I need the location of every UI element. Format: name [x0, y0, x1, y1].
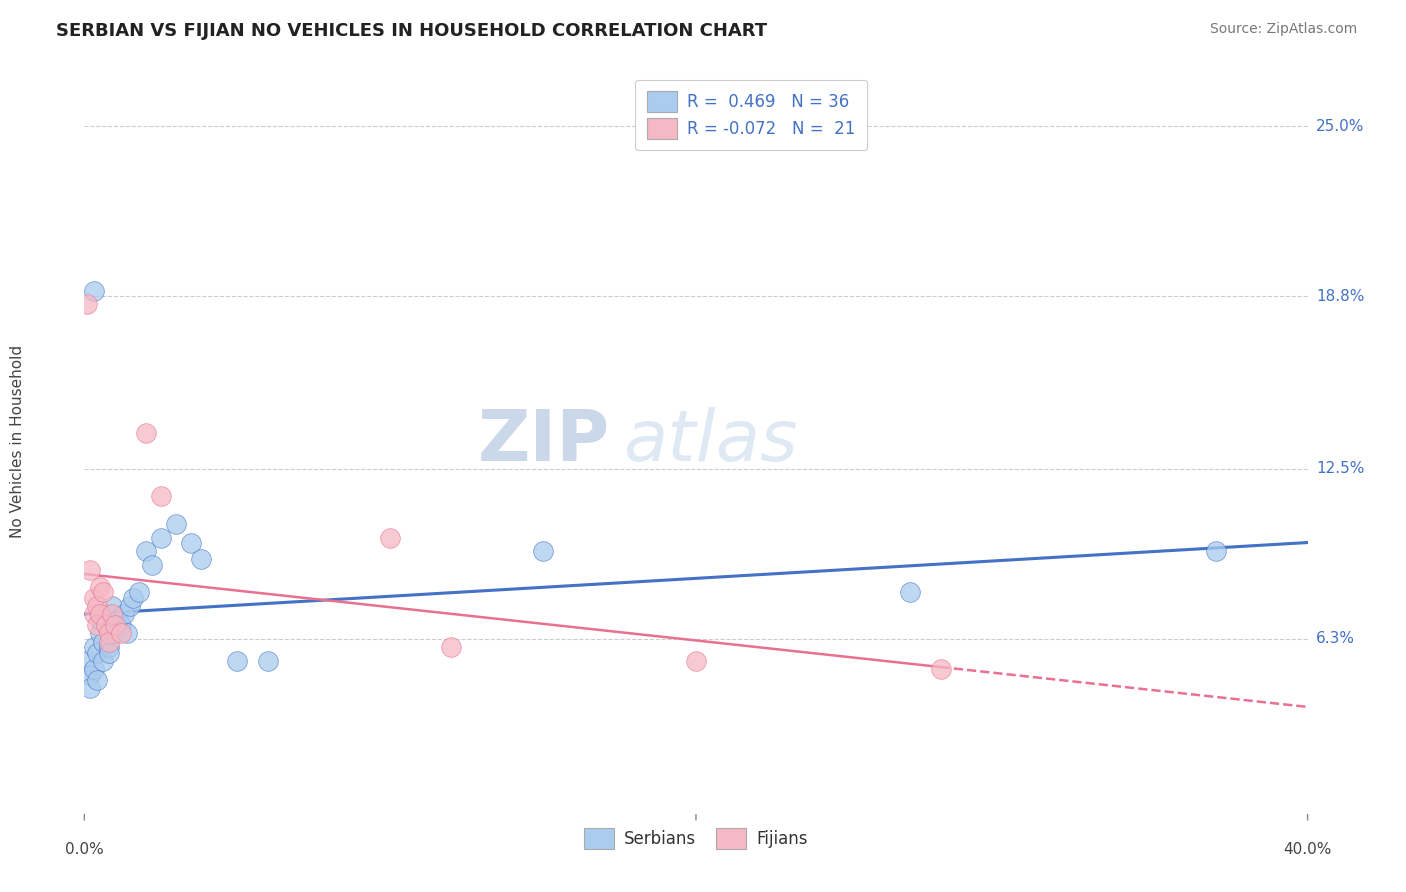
Point: [110, 618, 132, 632]
Point: [685, 654, 707, 668]
Point: [120, 599, 142, 613]
Point: [94, 618, 117, 632]
Point: [76, 654, 98, 668]
Legend: Serbians, Fijians: Serbians, Fijians: [578, 822, 814, 855]
Point: [149, 531, 172, 545]
Point: [89, 626, 111, 640]
Point: [83, 640, 105, 655]
Point: [86, 646, 108, 660]
Point: [79, 681, 101, 696]
Text: SERBIAN VS FIJIAN NO VEHICLES IN HOUSEHOLD CORRELATION CHART: SERBIAN VS FIJIAN NO VEHICLES IN HOUSEHO…: [56, 22, 768, 40]
Point: [107, 613, 129, 627]
Point: [97, 646, 120, 660]
Point: [135, 426, 157, 441]
Point: [91, 585, 114, 599]
Text: No Vehicles in Household: No Vehicles in Household: [10, 345, 25, 538]
Point: [79, 667, 101, 681]
Point: [149, 489, 172, 503]
Point: [110, 626, 132, 640]
Point: [380, 531, 402, 545]
Point: [83, 591, 105, 605]
Point: [94, 618, 117, 632]
Point: [86, 599, 108, 613]
Point: [1205, 544, 1227, 558]
Point: [76, 297, 98, 311]
Point: [898, 585, 921, 599]
Text: 25.0%: 25.0%: [1316, 119, 1364, 134]
Point: [89, 607, 111, 622]
Point: [440, 640, 463, 655]
Point: [128, 585, 150, 599]
Point: [94, 607, 117, 622]
Point: [929, 662, 952, 676]
Text: 12.5%: 12.5%: [1316, 461, 1364, 476]
Point: [141, 558, 163, 572]
Point: [89, 613, 111, 627]
Point: [122, 591, 145, 605]
Point: [86, 673, 108, 687]
Point: [190, 552, 212, 566]
Point: [135, 544, 157, 558]
Point: [112, 607, 135, 622]
Point: [101, 607, 124, 622]
Point: [83, 662, 105, 676]
Point: [97, 640, 120, 655]
Point: [97, 634, 120, 648]
Point: [226, 654, 249, 668]
Text: Source: ZipAtlas.com: Source: ZipAtlas.com: [1209, 22, 1357, 37]
Point: [97, 626, 120, 640]
Point: [83, 607, 105, 622]
Text: 18.8%: 18.8%: [1316, 289, 1364, 303]
Point: [104, 626, 127, 640]
Text: 0.0%: 0.0%: [65, 842, 104, 857]
Point: [89, 580, 111, 594]
Point: [83, 284, 105, 298]
Point: [104, 618, 127, 632]
Text: atlas: atlas: [623, 407, 797, 476]
Point: [86, 618, 108, 632]
Point: [79, 563, 101, 577]
Text: ZIP: ZIP: [478, 407, 610, 476]
Point: [180, 536, 202, 550]
Point: [91, 634, 114, 648]
Point: [257, 654, 280, 668]
Text: 40.0%: 40.0%: [1284, 842, 1331, 857]
Point: [115, 626, 138, 640]
Point: [101, 599, 124, 613]
Point: [165, 516, 187, 531]
Text: 6.3%: 6.3%: [1316, 632, 1355, 647]
Point: [91, 654, 114, 668]
Point: [531, 544, 554, 558]
